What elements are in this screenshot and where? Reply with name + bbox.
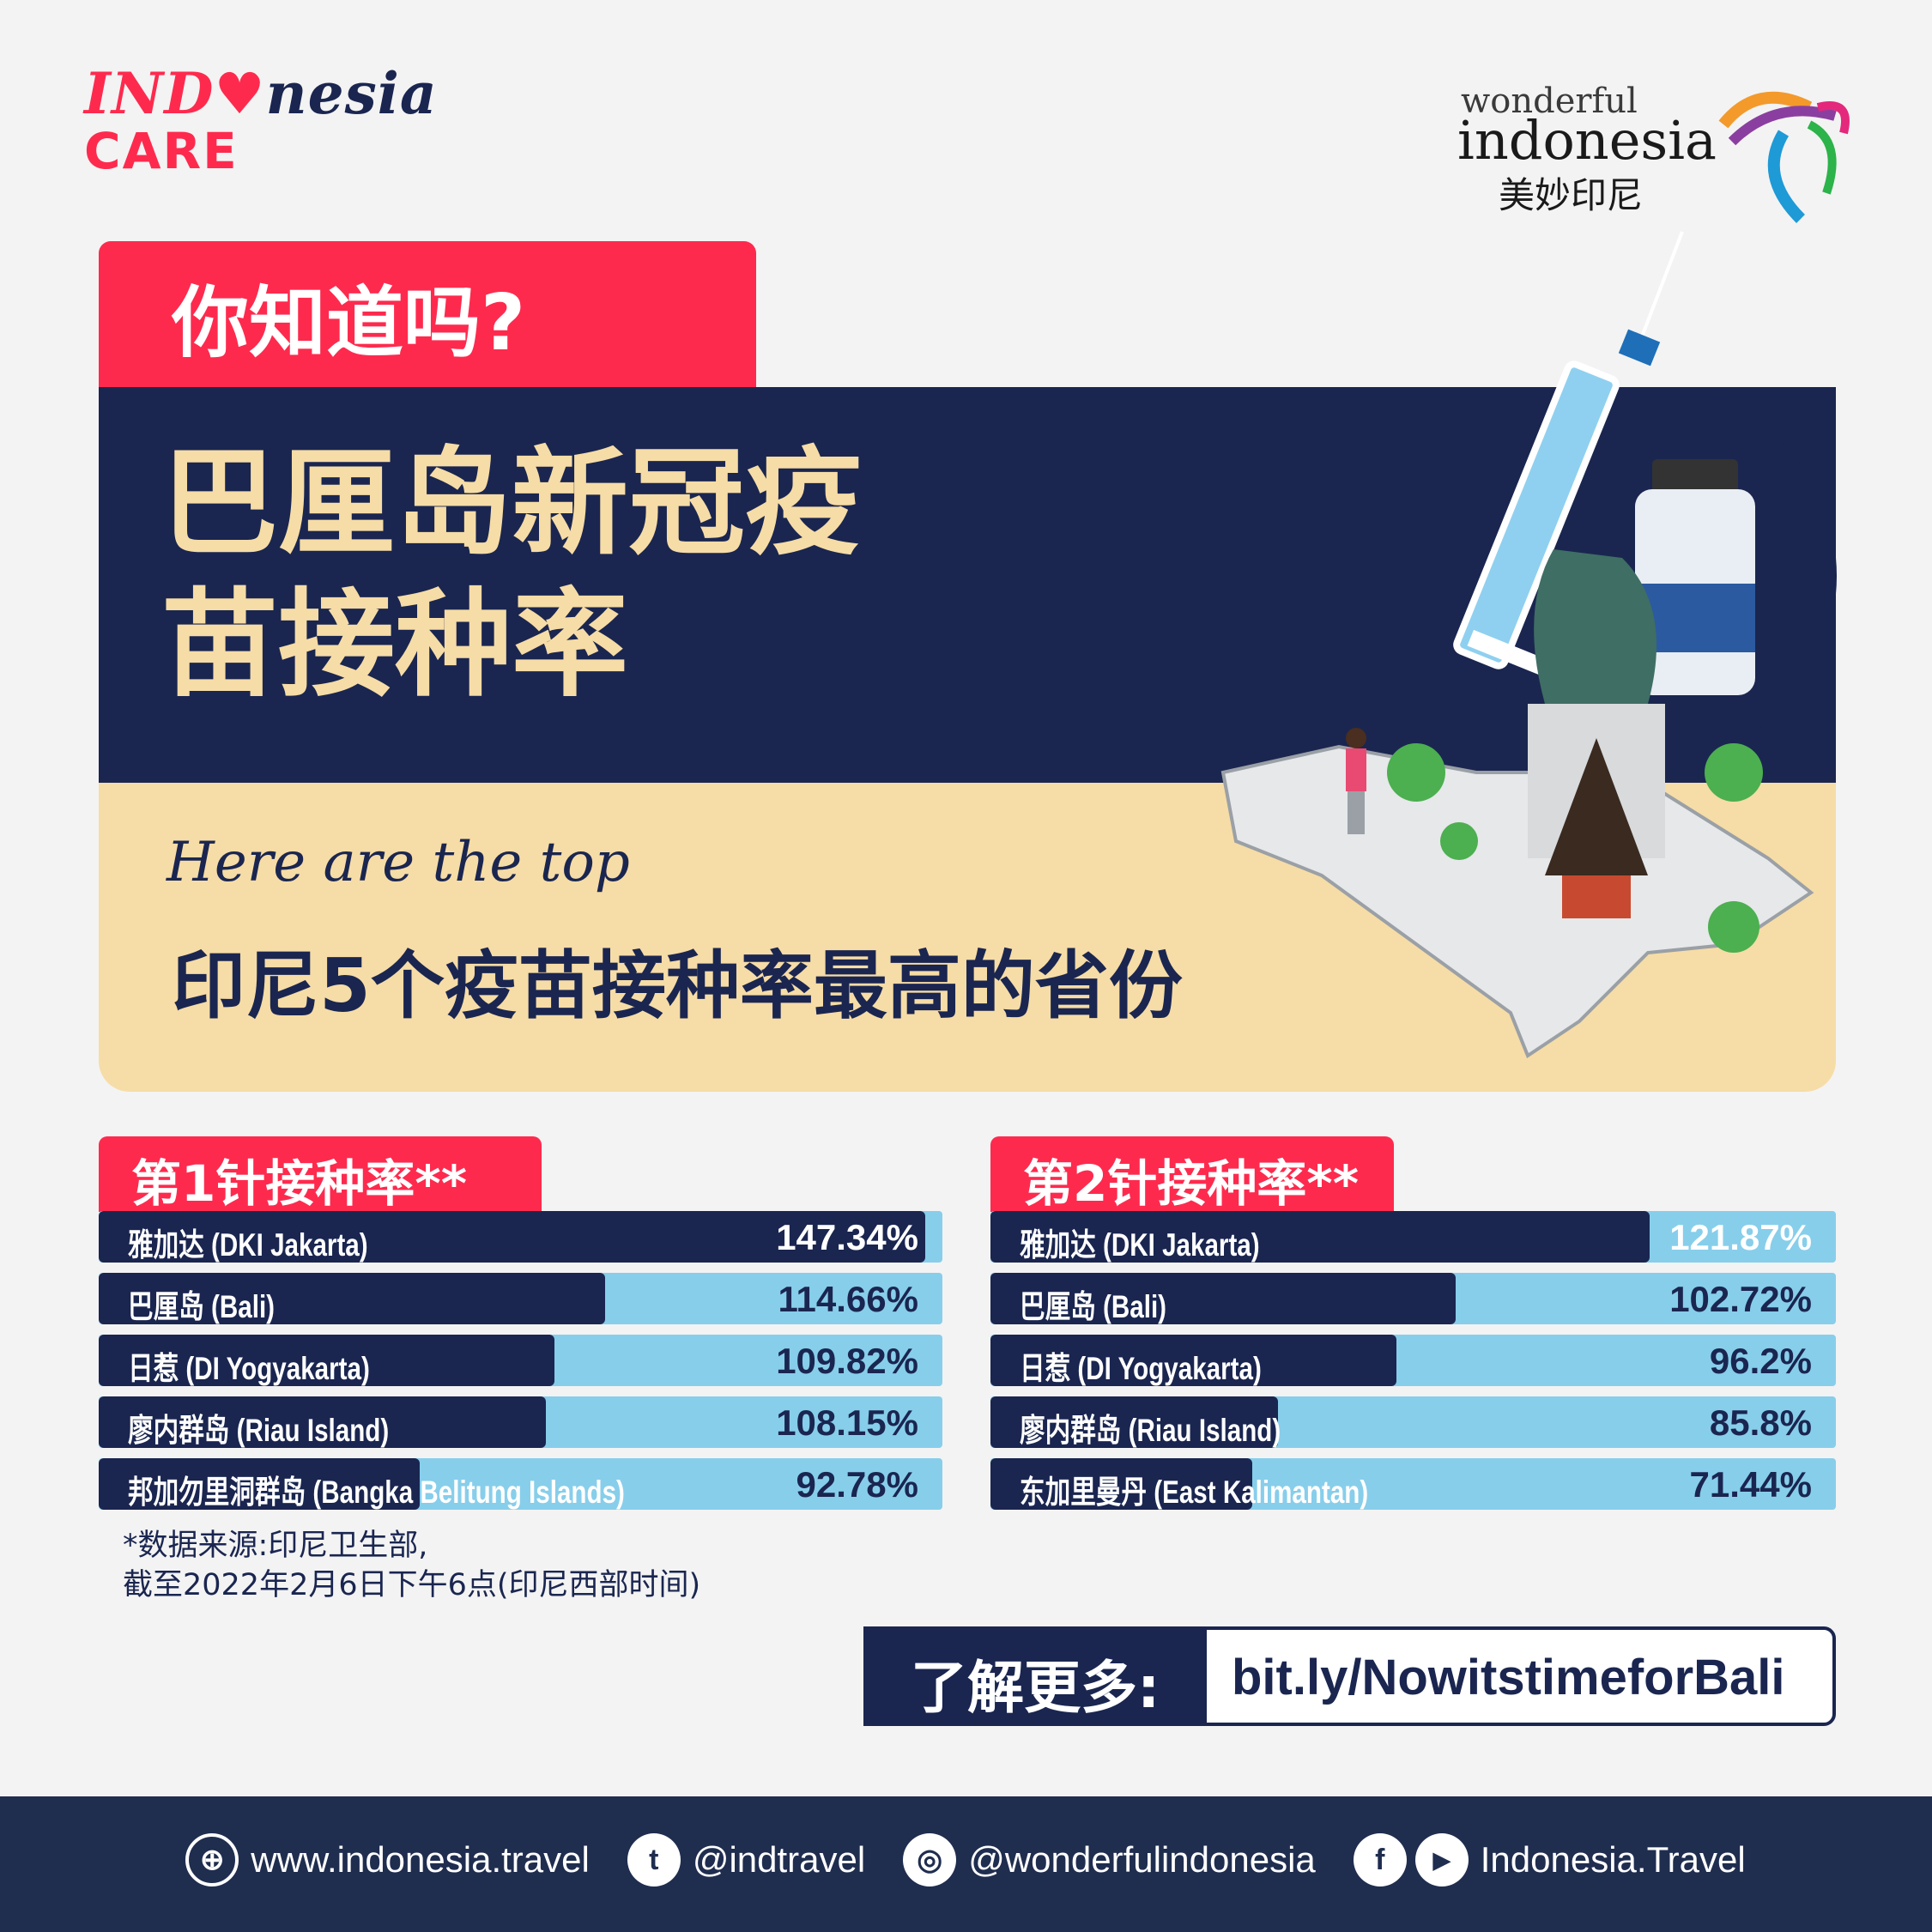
- wonderful-indonesia-logo: wonderful indonesia 美妙印尼: [1457, 82, 1852, 236]
- footer-bar: [0, 1796, 1932, 1932]
- bar-row: 巴厘岛 (Bali) 114.66%: [99, 1273, 942, 1324]
- youtube-icon: ▶: [1414, 1833, 1469, 1887]
- logo-text: nesia: [265, 60, 438, 127]
- heart-icon: ♥: [214, 60, 266, 127]
- temple-icon: [1545, 738, 1648, 918]
- bar-label: 日惹 (DI Yogyakarta): [1020, 1351, 1262, 1386]
- bar-label: 邦加勿里洞群岛 (Bangka Belitung Islands): [128, 1475, 625, 1510]
- bar-row: 廖内群岛 (Riau Island) 108.15%: [99, 1396, 942, 1448]
- bar-fill: [990, 1335, 1396, 1386]
- dose1-title-tab: 第1针接种率**: [99, 1136, 542, 1213]
- did-you-know-tab: 你知道吗?: [99, 241, 756, 389]
- bar-label: 雅加达 (DKI Jakarta): [128, 1227, 368, 1263]
- learn-more-box: 了解更多: bit.ly/NowitstimeforBali: [863, 1626, 1836, 1726]
- bar-value: 109.82%: [776, 1341, 918, 1381]
- bar-row: 廖内群岛 (Riau Island) 85.8%: [990, 1396, 1836, 1448]
- bar-value: 92.78%: [796, 1464, 918, 1505]
- bar-value: 85.8%: [1709, 1402, 1812, 1443]
- bar-row: 日惹 (DI Yogyakarta) 109.82%: [99, 1335, 942, 1386]
- learn-more-link[interactable]: bit.ly/NowitstimeforBali: [1232, 1650, 1785, 1705]
- bar-row: 日惹 (DI Yogyakarta) 96.2%: [990, 1335, 1836, 1386]
- bar-fill: [99, 1211, 926, 1263]
- facebook-icon: f: [1353, 1833, 1407, 1887]
- twitter-icon: t: [627, 1833, 681, 1887]
- footer-twitter[interactable]: t @indtravel: [627, 1833, 865, 1887]
- title-line: 巴厘岛新冠疫: [161, 436, 862, 572]
- script-heading: Here are the top: [167, 831, 630, 894]
- bar-label: 日惹 (DI Yogyakarta): [128, 1351, 370, 1386]
- footer-links: ⊕ www.indonesia.travel t @indtravel ◎ @w…: [129, 1833, 1802, 1887]
- bar-label: 巴厘岛 (Bali): [128, 1289, 276, 1324]
- bar-label: 雅加达 (DKI Jakarta): [1020, 1227, 1260, 1263]
- footer-twitter-text: @indtravel: [692, 1839, 866, 1880]
- dose2-title-tab: 第2针接种率**: [990, 1136, 1394, 1213]
- bar-fill: [990, 1458, 1253, 1510]
- bar-value: 108.15%: [776, 1402, 918, 1443]
- bar-label: 巴厘岛 (Bali): [1020, 1289, 1167, 1324]
- bar-row: 巴厘岛 (Bali) 102.72%: [990, 1273, 1836, 1324]
- logo-text: wonderful: [1461, 82, 1638, 121]
- bali-vaccine-illustration: [1220, 231, 1814, 1059]
- footer-instagram[interactable]: ◎ @wonderfulindonesia: [903, 1833, 1316, 1887]
- footer-facebook-youtube-text: Indonesia.Travel: [1480, 1839, 1746, 1880]
- bar-fill: [99, 1396, 546, 1448]
- bar-fill: [990, 1273, 1456, 1324]
- bar-fill: [990, 1396, 1278, 1448]
- source-note: *数据来源:印尼卫生部, 截至2022年2月6日下午6点(印尼西部时间): [123, 1526, 700, 1605]
- bar-value: 121.87%: [1669, 1217, 1812, 1257]
- globe-icon: ⊕: [185, 1833, 239, 1887]
- bar-label: 廖内群岛 (Riau Island): [1020, 1413, 1281, 1448]
- tourist-icon: [1346, 728, 1366, 834]
- subtitle: 印尼5个疫苗接种率最高的省份: [172, 943, 1183, 1029]
- bar-label: 廖内群岛 (Riau Island): [128, 1413, 390, 1448]
- vaccine-vial-icon: [1635, 459, 1755, 695]
- bar-value: 102.72%: [1669, 1279, 1812, 1319]
- syringe-icon: [1453, 231, 1684, 675]
- bar-fill: [99, 1458, 420, 1510]
- bar-fill: [99, 1273, 605, 1324]
- source-note-line: 截至2022年2月6日下午6点(印尼西部时间): [123, 1568, 701, 1602]
- bar-row: 邦加勿里洞群岛 (Bangka Belitung Islands) 92.78%: [99, 1458, 942, 1510]
- bar-value: 96.2%: [1709, 1341, 1812, 1381]
- logo-text: indonesia: [1457, 109, 1717, 172]
- bar-value: 147.34%: [776, 1217, 918, 1257]
- footer-instagram-text: @wonderfulindonesia: [968, 1839, 1316, 1880]
- bar-value: 71.44%: [1689, 1464, 1812, 1505]
- dose2-bar-list: 雅加达 (DKI Jakarta) 121.87% 巴厘岛 (Bali) 102.72…: [990, 1211, 1836, 1520]
- page-title: 巴厘岛新冠疫 苗接种率: [161, 433, 862, 717]
- bar-row: 雅加达 (DKI Jakarta) 147.34%: [99, 1211, 942, 1263]
- logo-text: CARE: [84, 122, 239, 180]
- dose1-bar-list: 雅加达 (DKI Jakarta) 147.34% 巴厘岛 (Bali) 114.66…: [99, 1211, 942, 1520]
- bar-row: 东加里曼丹 (East Kalimantan) 71.44%: [990, 1458, 1836, 1510]
- footer-website-text: www.indonesia.travel: [251, 1839, 590, 1880]
- indonesia-care-logo: IND♥nesia CARE: [84, 60, 445, 189]
- source-note-line: *数据来源:印尼卫生部,: [123, 1529, 428, 1563]
- bar-label: 东加里曼丹 (East Kalimantan): [1020, 1475, 1369, 1510]
- bar-fill: [99, 1335, 554, 1386]
- instagram-icon: ◎: [903, 1833, 957, 1887]
- logo-text: IND: [84, 60, 215, 127]
- footer-website[interactable]: ⊕ www.indonesia.travel: [185, 1833, 590, 1887]
- title-line: 苗接种率: [161, 578, 628, 713]
- trees-icon: [1387, 743, 1763, 953]
- bar-value: 114.66%: [778, 1279, 919, 1319]
- bar-row: 雅加达 (DKI Jakarta) 121.87%: [990, 1211, 1836, 1263]
- learn-more-label: 了解更多:: [863, 1626, 1207, 1726]
- bird-emblem-icon: [1718, 91, 1850, 223]
- logo-text: 美妙印尼: [1499, 174, 1644, 216]
- footer-facebook-youtube[interactable]: f ▶ Indonesia.Travel: [1353, 1833, 1746, 1887]
- bar-fill: [990, 1211, 1650, 1263]
